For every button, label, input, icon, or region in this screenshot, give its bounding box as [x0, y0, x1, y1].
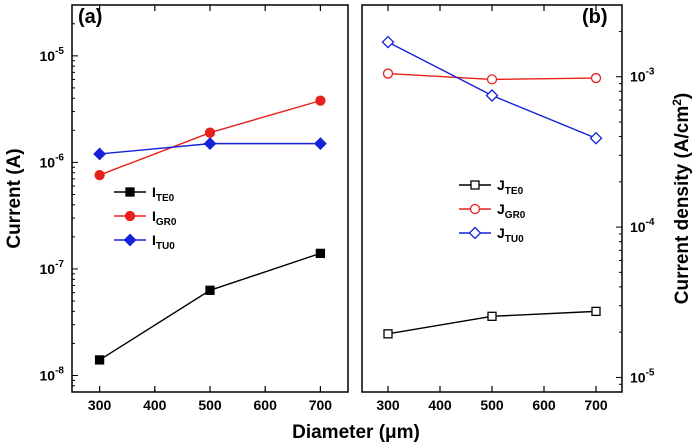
y-tick-label: 10-4 [630, 217, 655, 235]
series-line [99, 252, 321, 361]
x-tick-label: 500 [198, 397, 222, 413]
series-i-gr0 [94, 95, 326, 181]
x-tick-label: 400 [428, 397, 452, 413]
panel-label: (b) [582, 6, 608, 28]
legend-entry: ITU0 [114, 232, 175, 252]
data-point [204, 127, 216, 138]
legend-marker [123, 233, 137, 247]
series-j-gr0 [382, 68, 602, 85]
y-tick-label: 10-8 [40, 365, 65, 383]
legend-label: JTU0 [497, 225, 524, 245]
data-point [93, 147, 107, 161]
y-axis-label: Current (A) [4, 148, 25, 248]
panel-a-current: 300 400 500 600 700 10-8 10-7 10-6 10-5 (a) Curren… [4, 4, 349, 413]
legend-label: IGR0 [152, 208, 177, 228]
legend-marker [125, 187, 135, 197]
series-i-tu0 [93, 137, 327, 161]
data-point [94, 355, 105, 365]
data-point [315, 95, 326, 106]
plot-frame [361, 4, 623, 393]
x-tick-label: 300 [88, 397, 112, 413]
x-axis-label: Diameter (μm) [292, 422, 420, 443]
legend-label: ITE0 [152, 184, 175, 204]
panel-label: (a) [78, 6, 102, 28]
y-tick-label: 10-6 [40, 152, 65, 170]
y-tick-label: 10-5 [40, 46, 65, 64]
data-point [381, 35, 395, 49]
x-tick-label: 700 [309, 397, 333, 413]
legend-marker [124, 210, 136, 222]
data-point [94, 169, 105, 181]
data-point [589, 131, 603, 145]
data-point [486, 74, 498, 85]
data-point [205, 285, 215, 295]
legend-marker [469, 203, 481, 215]
data-point [313, 137, 327, 151]
data-point [383, 329, 393, 339]
legend-label: ITU0 [152, 232, 175, 252]
series-j-tu0 [381, 35, 603, 145]
data-point [203, 137, 217, 151]
x-tick-label: 400 [143, 397, 167, 413]
legend-marker [470, 180, 480, 190]
series-i-te0 [94, 248, 326, 365]
x-tick-label: 600 [532, 397, 556, 413]
data-point [382, 68, 394, 79]
y-tick-label: 10-7 [40, 259, 65, 277]
data-point [590, 72, 602, 84]
data-point [487, 311, 497, 321]
legend-label: JTE0 [497, 177, 524, 197]
data-point [591, 306, 601, 317]
y-axis-label: Current density (A/cm2) [670, 93, 693, 305]
y-tick-label: 10-3 [630, 67, 655, 85]
plot-frame [71, 4, 349, 393]
data-point [485, 89, 499, 102]
legend-entry: ITE0 [114, 184, 175, 204]
legend-entry: JTU0 [459, 225, 524, 245]
legend-entry: JTE0 [459, 177, 524, 197]
legend-marker [468, 226, 482, 240]
x-tick-label: 500 [480, 397, 504, 413]
legend-entry: JGR0 [459, 201, 526, 221]
x-tick-label: 700 [584, 397, 608, 413]
panel-b-current-density: 300 400 500 600 700 10-5 10-4 10-3 (b) Current de… [361, 4, 693, 413]
y-tick-label: 10-5 [630, 367, 655, 385]
legend-label: JGR0 [497, 201, 526, 221]
data-point [315, 248, 326, 259]
x-tick-label: 600 [254, 397, 278, 413]
series-j-te0 [383, 306, 601, 339]
x-tick-label: 300 [376, 397, 400, 413]
legend-entry: IGR0 [114, 208, 177, 228]
